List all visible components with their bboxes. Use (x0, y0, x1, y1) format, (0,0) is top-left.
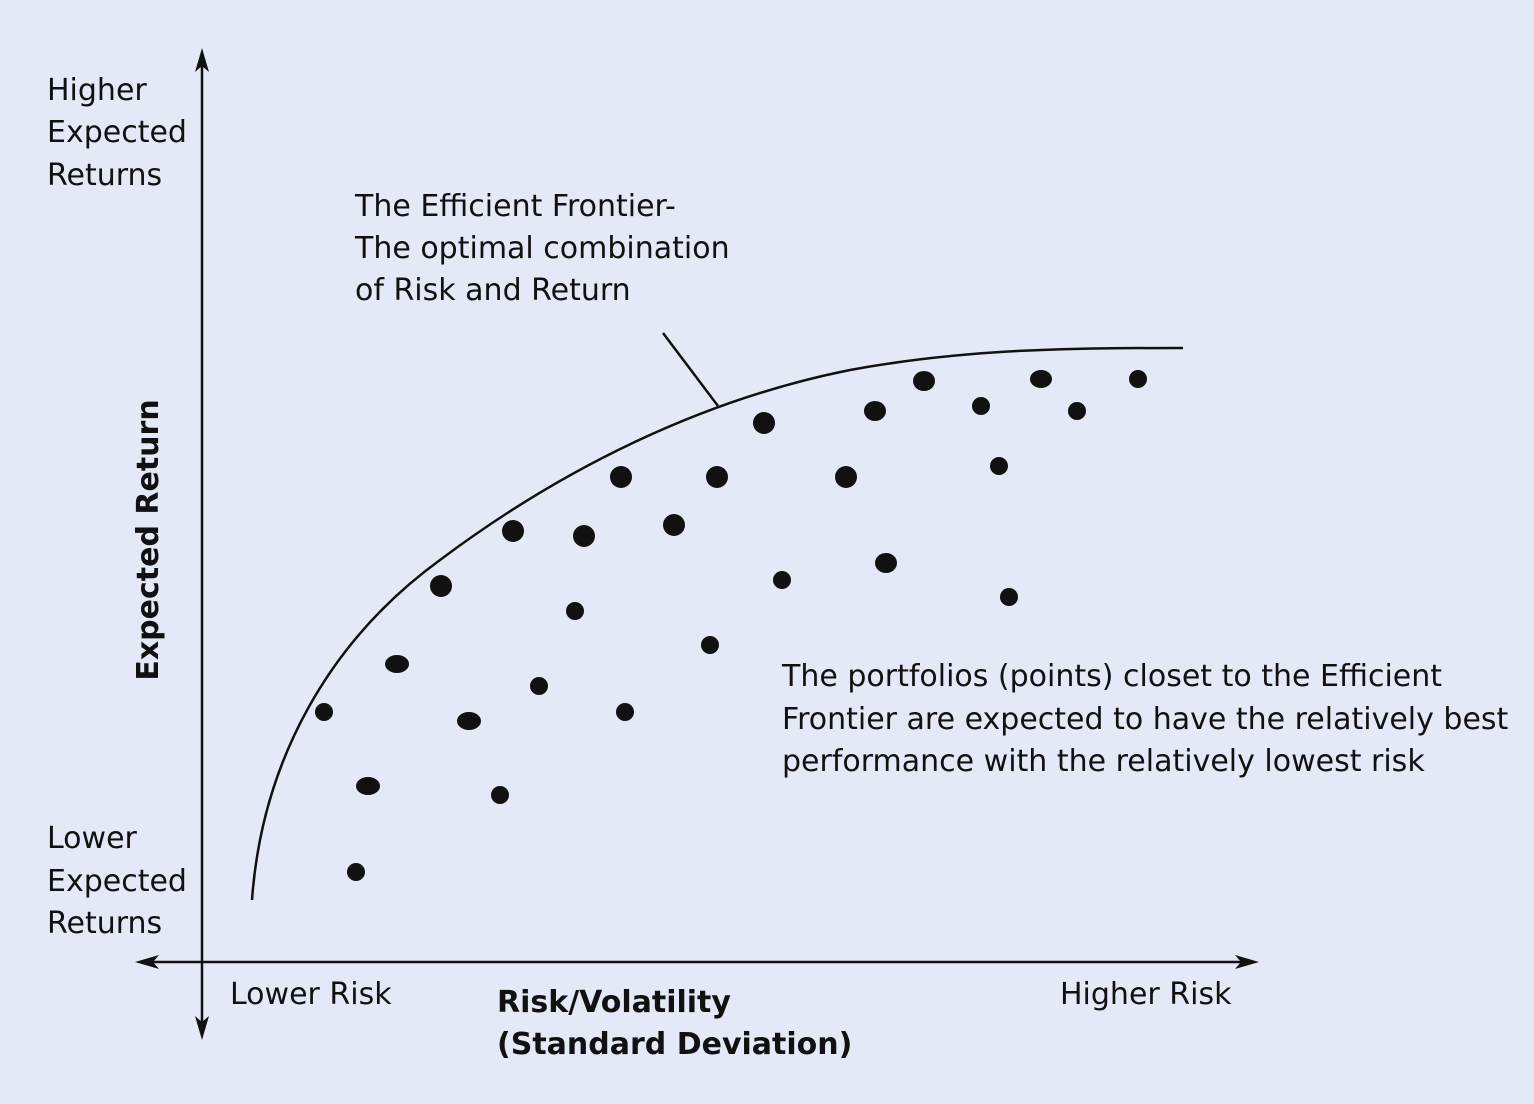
annotation-line: The Efficient Frontier- (354, 189, 676, 224)
portfolio-point (875, 553, 897, 573)
portfolio-point (1030, 370, 1052, 388)
label-line: Lower (47, 821, 138, 856)
portfolio-point (430, 575, 452, 597)
annotation-line: of Risk and Return (355, 273, 631, 308)
portfolio-points (315, 370, 1147, 881)
efficient-frontier (250, 346, 1184, 901)
portfolio-point (491, 786, 509, 804)
y-bottom-label: Lower Expected Returns (47, 821, 197, 941)
portfolio-point (990, 457, 1008, 475)
axes (142, 55, 1252, 1032)
label-line: Returns (47, 158, 162, 193)
arrow-left (135, 955, 159, 969)
portfolio-point (1000, 588, 1018, 606)
portfolio-point (913, 371, 935, 391)
portfolio-point (701, 636, 719, 654)
portfolio-point (573, 525, 595, 547)
annotation-line: The portfolios (points) closet to the Ef… (781, 659, 1442, 694)
portfolio-point (616, 703, 634, 721)
portfolios-annotation: The portfolios (points) closet to the Ef… (781, 659, 1518, 779)
portfolio-point (315, 703, 333, 721)
portfolio-point (356, 777, 380, 795)
portfolio-point (610, 466, 632, 488)
portfolio-point (753, 412, 775, 434)
arrow-up (195, 48, 209, 72)
portfolio-point (706, 466, 728, 488)
portfolio-point (457, 712, 481, 730)
portfolio-point (1129, 370, 1147, 388)
label-line: Higher (47, 73, 147, 108)
portfolio-point (972, 397, 990, 415)
x-axis-title: Risk/Volatility (Standard Deviation) (497, 985, 852, 1062)
portfolio-point (835, 466, 857, 488)
label-line: Expected (47, 115, 187, 150)
title-line: (Standard Deviation) (497, 1027, 852, 1062)
portfolio-point (566, 602, 584, 620)
portfolio-point (663, 514, 685, 536)
x-left-label: Lower Risk (230, 977, 392, 1012)
label-line: Returns (47, 906, 162, 941)
portfolio-point (385, 655, 409, 673)
pointer-line (662, 332, 719, 407)
arrow-right (1235, 955, 1259, 969)
annotation-line: performance with the relatively lowest r… (782, 744, 1425, 779)
arrowheads (135, 48, 1259, 1040)
portfolio-point (347, 863, 365, 881)
x-right-label: Higher Risk (1060, 977, 1232, 1012)
arrow-down (195, 1016, 209, 1040)
label-line: Expected (47, 864, 187, 899)
title-line: Risk/Volatility (497, 985, 731, 1020)
y-axis-title: Expected Return (131, 399, 166, 680)
portfolio-point (502, 520, 524, 542)
y-top-label: Higher Expected Returns (47, 73, 197, 193)
portfolio-point (773, 571, 791, 589)
portfolio-point (1068, 402, 1086, 420)
portfolio-point (530, 677, 548, 695)
annotation-line: Frontier are expected to have the relati… (782, 702, 1509, 737)
portfolio-point (864, 401, 886, 421)
frontier-annotation: The Efficient Frontier- The optimal comb… (354, 189, 739, 308)
annotation-line: The optimal combination (354, 231, 730, 266)
